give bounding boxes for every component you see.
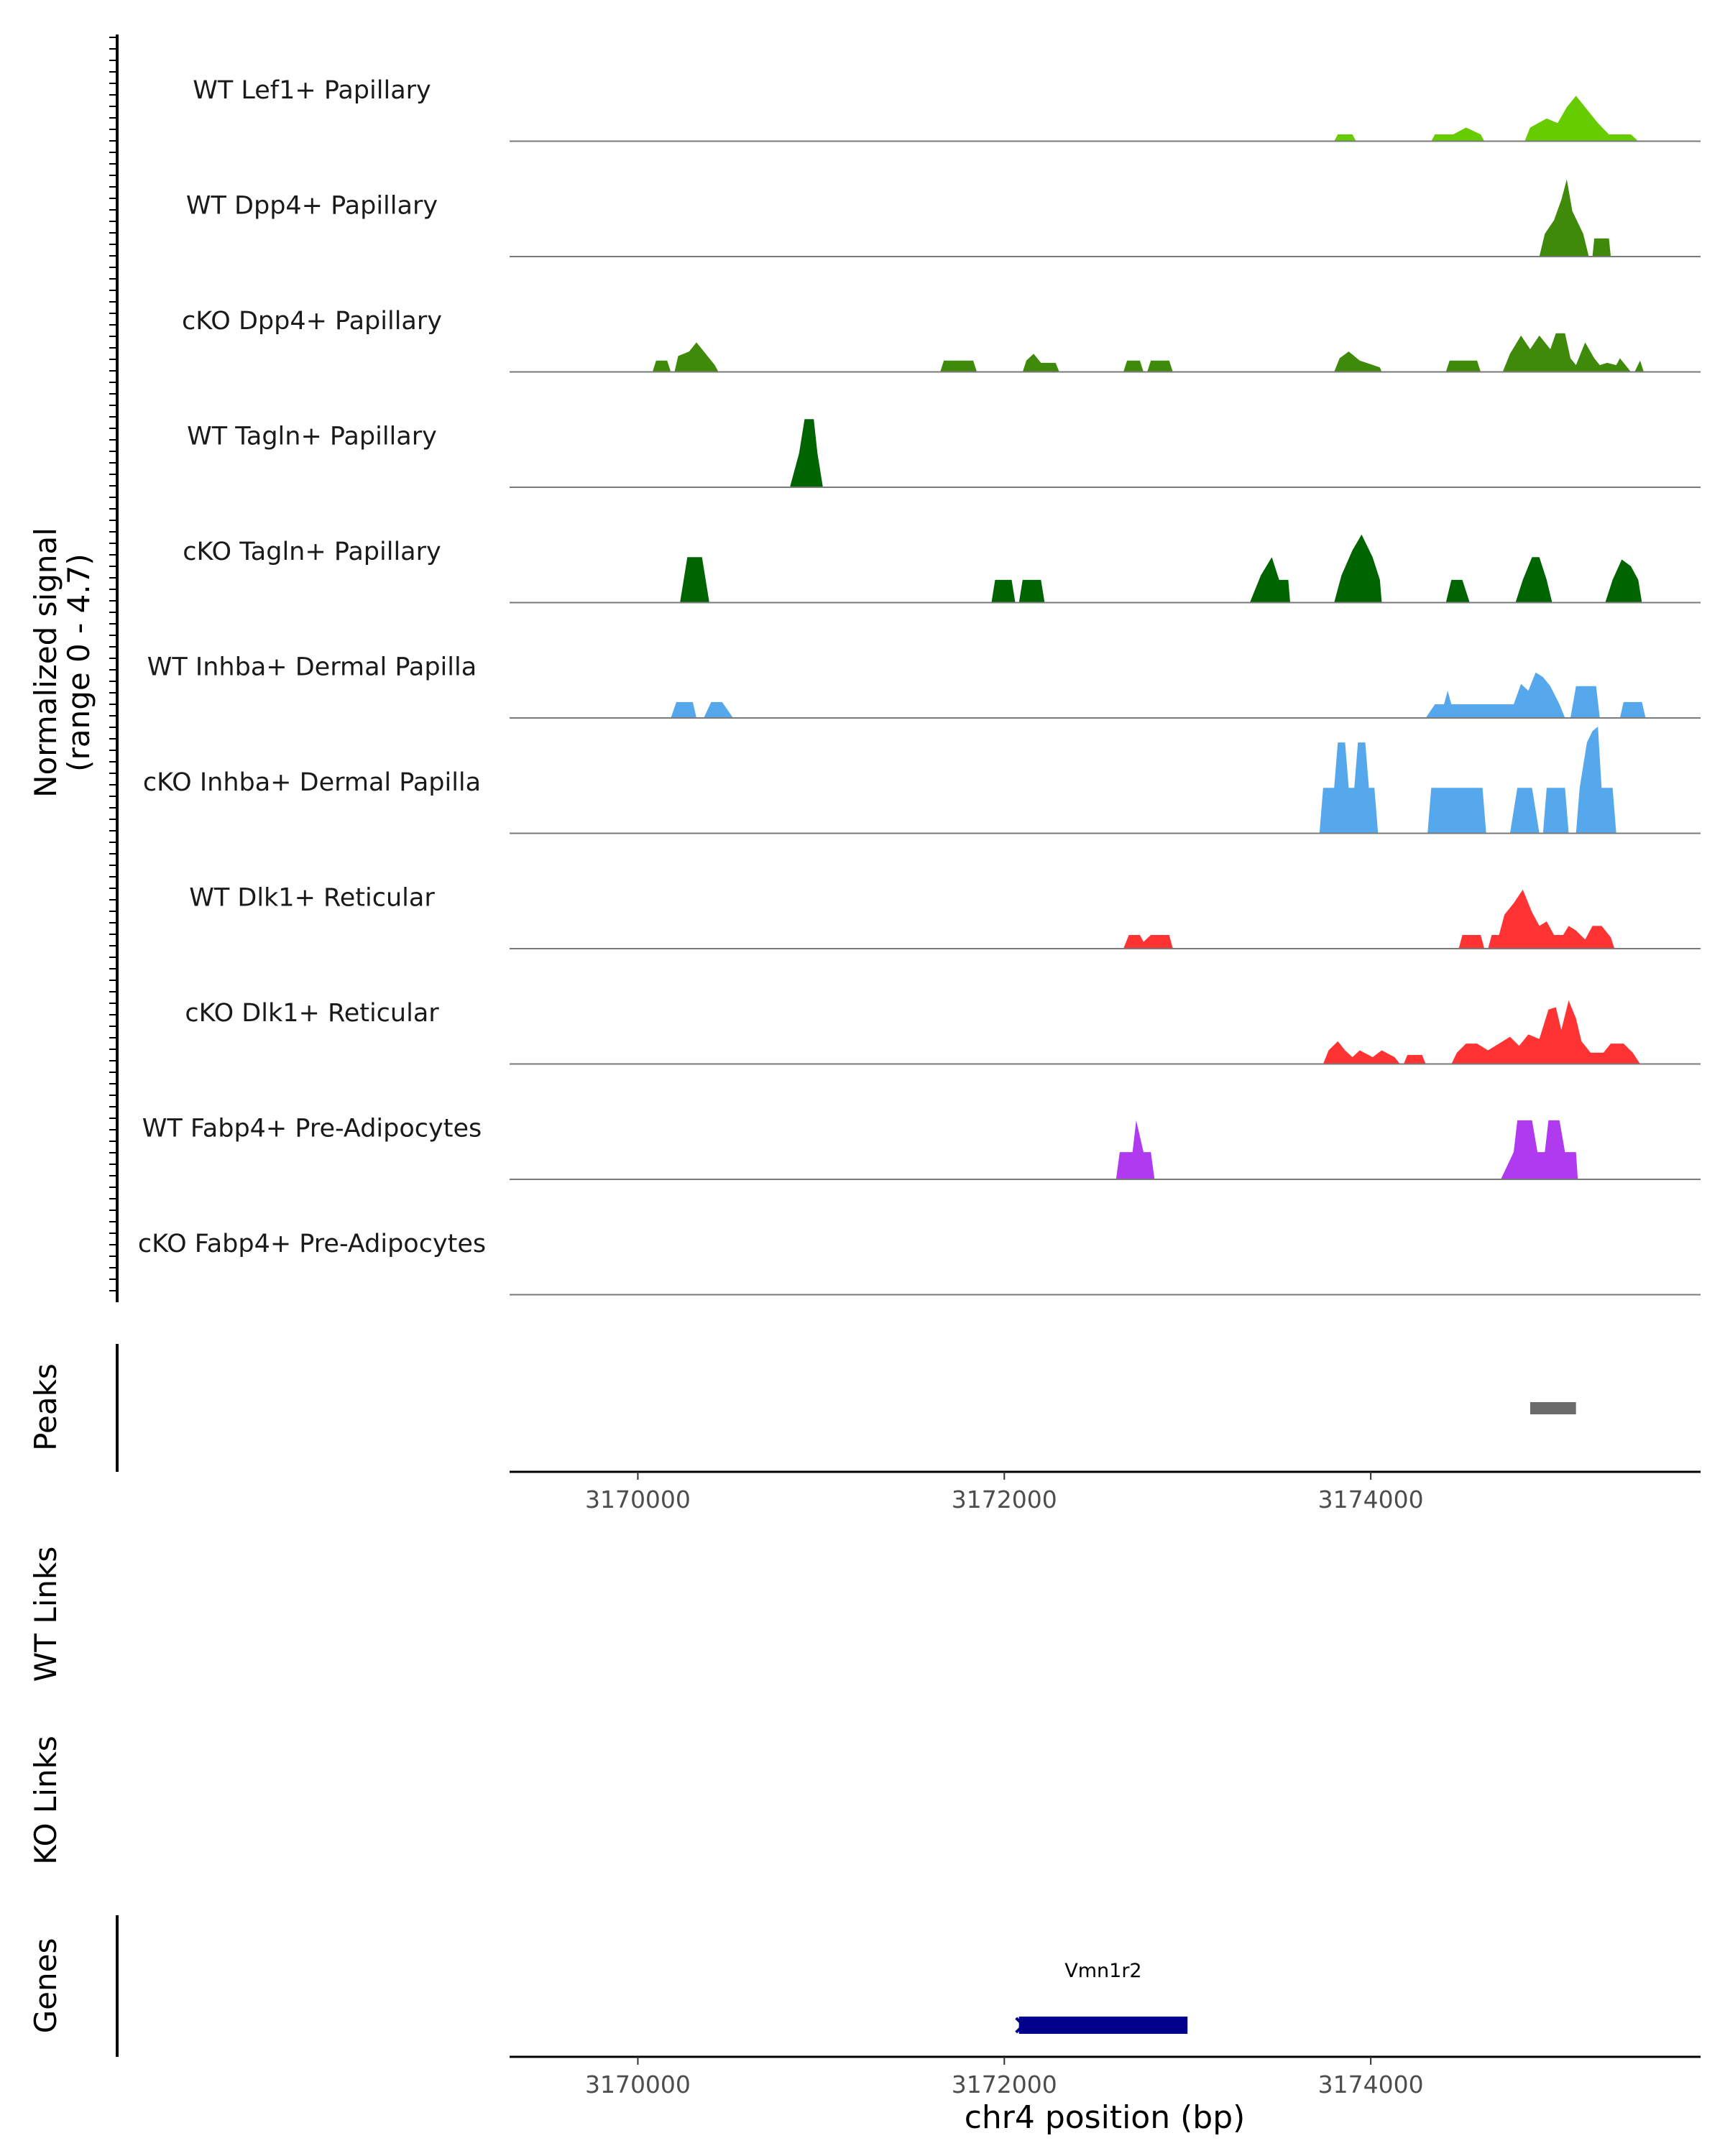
x-axis-title: chr4 position (bp) — [965, 2099, 1246, 2136]
coverage-tracks: WT Lef1+ Papillary WT Dpp4+ Papillary cKO … — [138, 76, 1701, 1296]
gene-vmn1r2: Vmn1r2 — [1015, 1960, 1188, 2034]
x-tick-label: 3174000 — [1318, 1485, 1424, 1514]
track-cko-inhba-dermal-papilla: cKO Inhba+ Dermal Papilla — [143, 727, 1701, 834]
signal-axis-ticks — [109, 37, 117, 1291]
signal-area — [1319, 727, 1616, 834]
track-label: cKO Dpp4+ Papillary — [182, 307, 442, 336]
track-cko-dpp4-papillary: cKO Dpp4+ Papillary — [182, 307, 1701, 373]
signal-area — [680, 534, 1642, 603]
signal-area — [652, 333, 1644, 372]
signal-area — [1334, 96, 1639, 142]
track-label: WT Dpp4+ Papillary — [186, 192, 438, 221]
wt-links-track-label: WT Links — [28, 1547, 63, 1682]
x-tick-label: 3174000 — [1318, 2070, 1424, 2099]
track-label: cKO Tagln+ Papillary — [183, 538, 441, 566]
x-tick-label: 3170000 — [585, 2070, 691, 2099]
x-tick-label: 3172000 — [952, 1485, 1057, 1514]
x-axis-top: 3170000 3172000 3174000 — [585, 1472, 1424, 1514]
signal-axis-label: Normalized signal — [28, 528, 63, 798]
x-tick-label: 3170000 — [585, 1485, 691, 1514]
track-wt-lef1-papillary: WT Lef1+ Papillary — [193, 76, 1701, 142]
track-label: WT Tagln+ Papillary — [187, 423, 437, 451]
signal-area — [1539, 179, 1611, 257]
strand-arrow-icon — [1015, 2017, 1026, 2034]
track-wt-fabp4-pre-adipocytes: WT Fabp4+ Pre-Adipocytes — [142, 1115, 1701, 1180]
x-axis-bottom: 3170000 3172000 3174000 — [585, 2057, 1424, 2099]
track-label: cKO Fabp4+ Pre-Adipocytes — [138, 1230, 486, 1258]
gene-body — [1018, 2017, 1188, 2034]
track-wt-dlk1-reticular: WT Dlk1+ Reticular — [189, 884, 1701, 949]
signal-area — [790, 419, 823, 487]
track-wt-inhba-dermal-papilla: WT Inhba+ Dermal Papilla — [147, 653, 1701, 719]
track-cko-tagln-papillary: cKO Tagln+ Papillary — [183, 534, 1701, 604]
x-tick-label: 3172000 — [952, 2070, 1057, 2099]
peaks-panel — [1530, 1402, 1576, 1414]
track-label: WT Dlk1+ Reticular — [189, 884, 435, 913]
signal-range-label: (range 0 - 4.7) — [61, 553, 96, 772]
peaks-track-label: Peaks — [28, 1363, 63, 1451]
track-cko-dlk1-reticular: cKO Dlk1+ Reticular — [185, 999, 1701, 1065]
track-label: WT Fabp4+ Pre-Adipocytes — [142, 1115, 482, 1143]
gene-label: Vmn1r2 — [1064, 1960, 1141, 1982]
ko-links-track-label: KO Links — [28, 1736, 63, 1865]
genes-track-label: Genes — [28, 1938, 63, 2034]
track-label: cKO Dlk1+ Reticular — [185, 999, 439, 1028]
signal-area — [1116, 1120, 1578, 1179]
signal-area — [671, 672, 1646, 718]
signal-area — [1322, 1000, 1640, 1064]
track-label: cKO Inhba+ Dermal Papilla — [143, 768, 481, 797]
genes-panel: Vmn1r2 — [1015, 1960, 1188, 2034]
peak-region — [1530, 1402, 1576, 1414]
track-label: WT Inhba+ Dermal Papilla — [147, 653, 477, 682]
signal-area — [1123, 889, 1615, 949]
track-wt-tagln-papillary: WT Tagln+ Papillary — [187, 419, 1701, 488]
track-wt-dpp4-papillary: WT Dpp4+ Papillary — [186, 179, 1701, 257]
track-cko-fabp4-pre-adipocytes: cKO Fabp4+ Pre-Adipocytes — [138, 1230, 1701, 1296]
track-label: WT Lef1+ Papillary — [193, 76, 431, 105]
